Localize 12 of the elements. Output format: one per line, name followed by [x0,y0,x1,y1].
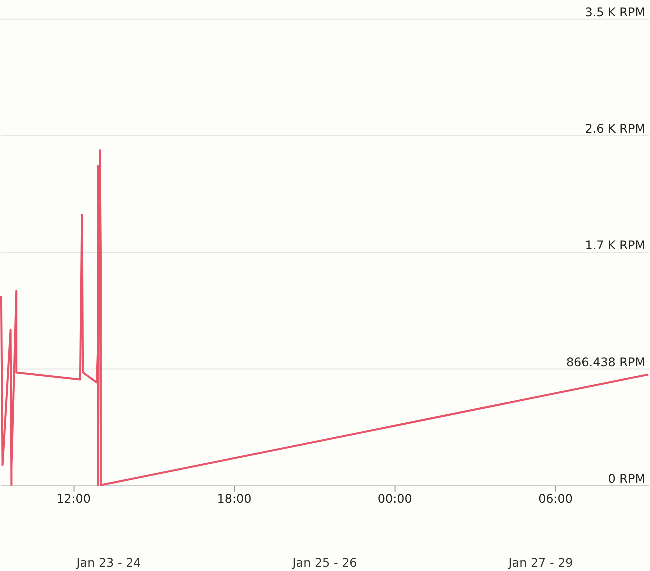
y-tick-label: 866.438 RPM [566,355,646,370]
text: Jan 25 - 26 [292,556,358,570]
x-tick-label: 06:00 [538,492,574,506]
x-tick-label: 00:00 [378,492,412,506]
y-tick-label: 1.7 K RPM [585,238,646,253]
text: Jan 23 - 24 [76,556,142,570]
x-tick-label: 12:00 [56,492,92,506]
y-tick-label: 0 RPM [608,472,646,486]
y-tick-label: 2.6 K RPM [585,122,646,136]
text: Jan 27 - 29 [508,556,574,570]
x-tick-label: 18:00 [217,492,252,506]
y-tick-label: 3.5 K RPM [585,5,646,20]
